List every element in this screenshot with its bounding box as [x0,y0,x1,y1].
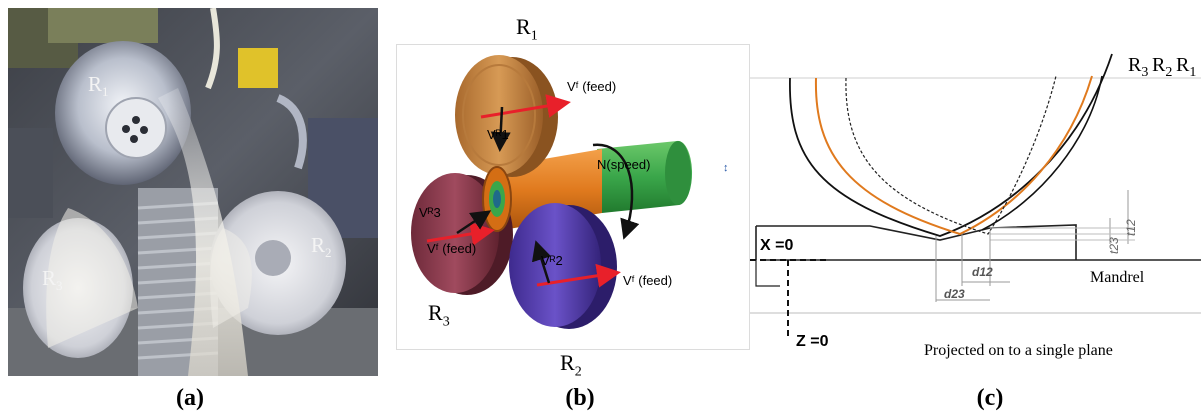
projection-note: Projected on to a single plane [924,342,1113,359]
profile-r3 [845,75,1057,235]
caption-a: (a) [176,385,204,411]
label-feed-r1: Vᶠ (feed) [567,79,616,94]
schematic-label-r1: R1 [516,14,538,44]
roller-r1 [455,55,558,177]
profile-label-r1: R1 [1176,54,1197,80]
photo-label-r2: R2 [311,233,332,261]
dim-d23: d23 [944,287,965,301]
profile-label-r3: R3 [1128,54,1149,80]
profile-diagram: t12 t23 d12 d23 X =0 Z =0 Mandrel Projec… [750,53,1201,359]
panel-a-photo: R1 R2 R3 [8,7,378,376]
caption-b: (b) [565,385,595,411]
label-vr1: Vᴿ1 [487,127,509,142]
machine-photo [8,7,378,376]
z-zero-label: Z =0 [796,333,829,350]
caption-c: (c) [976,385,1004,411]
dim-t23: t23 [1107,237,1121,254]
mandrel-label: Mandrel [1090,269,1145,286]
label-vr3: Vᴿ3 [419,205,441,220]
profile-r1 [789,53,1113,237]
photo-label-r3: R3 [42,266,63,294]
label-vr2: Vᴿ2 [541,253,563,268]
profile-r2 [814,75,1093,236]
x-zero-label: X =0 [760,237,793,254]
roller-schematic: Vᶠ (feed) Vᴿ1 N(speed) Vᴿ3 Vᶠ (feed) Vᴿ2… [411,55,729,329]
schematic-label-r2: R2 [560,350,582,380]
label-speed: N(speed) [597,157,650,172]
profile-label-r2: R2 [1152,54,1173,80]
workpiece-outline [755,224,1077,260]
panel-c-profile: t12 t23 d12 d23 X =0 Z =0 Mandrel Projec… [750,50,1201,380]
panel-b-schematic: Vᶠ (feed) Vᴿ1 N(speed) Vᴿ3 Vᶠ (feed) Vᴿ2… [396,44,750,350]
dim-d12: d12 [972,265,993,279]
schematic-label-r3: R3 [428,300,450,330]
photo-label-r1: R1 [88,72,109,100]
blue-mark: ↕ [723,162,729,174]
label-feed-r2: Vᶠ (feed) [623,273,672,288]
dim-t12: t12 [1124,219,1138,236]
roller-r2 [509,203,617,329]
label-feed-r3: Vᶠ (feed) [427,241,476,256]
